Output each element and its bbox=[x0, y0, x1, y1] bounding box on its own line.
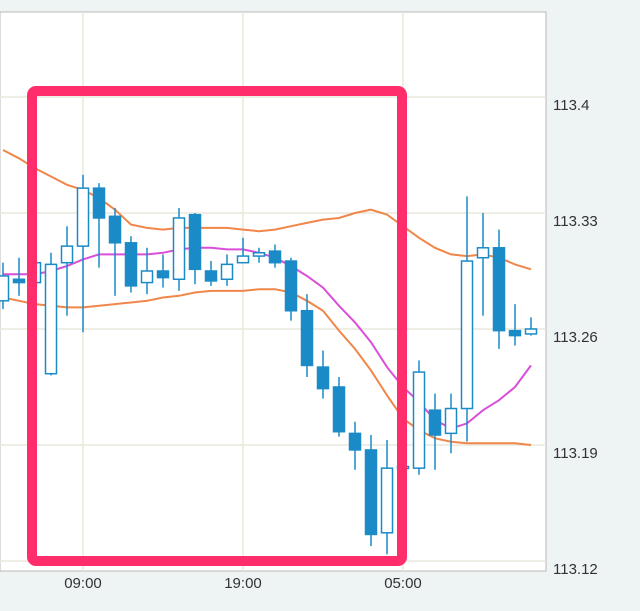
candle-bullish bbox=[412, 371, 426, 469]
y-tick-label: 113.19 bbox=[553, 445, 598, 462]
candle-bullish bbox=[380, 467, 394, 534]
candle-bearish bbox=[508, 329, 522, 337]
candle-bearish bbox=[12, 278, 26, 284]
candle-bullish bbox=[76, 187, 90, 247]
candle-bearish bbox=[92, 187, 106, 219]
candle-bearish bbox=[300, 310, 314, 367]
candle-bearish bbox=[124, 242, 138, 287]
x-tick-label: 19:00 bbox=[224, 575, 262, 592]
x-tick-label: 05:00 bbox=[384, 575, 422, 592]
candle-bearish bbox=[268, 250, 282, 264]
candle-bullish bbox=[236, 255, 250, 264]
candle-bearish bbox=[316, 366, 330, 390]
candle-bullish bbox=[44, 263, 58, 375]
candle-bullish bbox=[252, 252, 266, 257]
annotations bbox=[27, 86, 407, 566]
candle-bullish bbox=[60, 245, 74, 264]
y-tick-label: 113.26 bbox=[553, 329, 598, 346]
candle-bearish bbox=[108, 215, 122, 244]
candle-bullish bbox=[172, 217, 186, 281]
candle-bearish bbox=[348, 432, 362, 451]
upper-band-line bbox=[2, 149, 532, 271]
candle-bullish bbox=[0, 275, 10, 302]
candle-bearish bbox=[188, 213, 202, 271]
candle-bearish bbox=[204, 270, 218, 282]
candle-bearish bbox=[332, 386, 346, 433]
candle-bearish bbox=[284, 260, 298, 312]
candle-bullish bbox=[444, 407, 458, 435]
candles bbox=[0, 174, 538, 555]
candle-bullish bbox=[476, 247, 490, 259]
candle-bearish bbox=[156, 270, 170, 279]
y-tick-label: 113.4 bbox=[553, 97, 589, 114]
candle-bearish bbox=[492, 247, 506, 332]
indicator-lines bbox=[2, 149, 532, 446]
x-tick-label: 09:00 bbox=[64, 575, 102, 592]
x-axis: 09:00 19:00 05:00 bbox=[64, 575, 422, 592]
lower-band-line bbox=[2, 288, 532, 446]
y-tick-label: 113.12 bbox=[553, 561, 598, 578]
candle-bearish bbox=[428, 409, 442, 436]
candle-bearish bbox=[364, 449, 378, 536]
candle-bullish bbox=[460, 260, 474, 410]
candle-bullish bbox=[524, 328, 538, 335]
y-tick-label: 113.33 bbox=[553, 213, 598, 230]
plot-area bbox=[0, 11, 547, 572]
candle-bullish bbox=[220, 263, 234, 281]
highlight-rectangle bbox=[27, 86, 407, 566]
middle-band-line bbox=[3, 246, 532, 430]
y-axis: 113.4 113.33 113.26 113.19 113.12 bbox=[553, 97, 598, 578]
candle-bullish bbox=[140, 270, 154, 284]
